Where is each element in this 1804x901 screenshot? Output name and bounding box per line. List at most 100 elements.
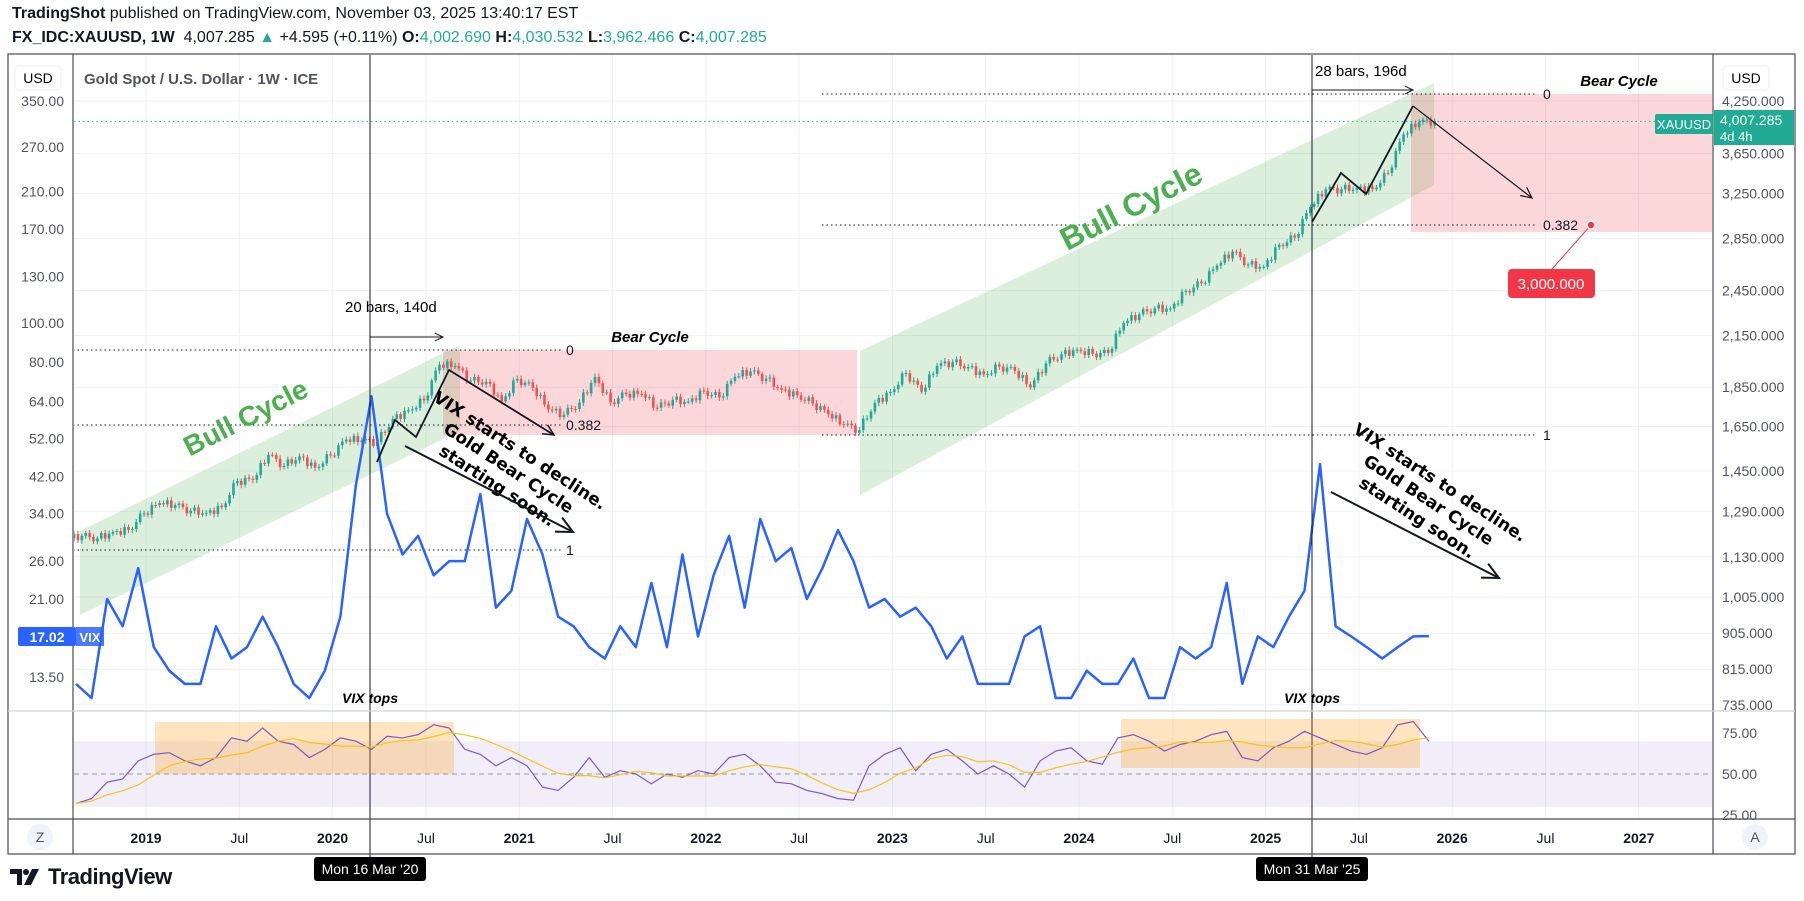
candle-body	[803, 399, 807, 401]
candle-body	[1421, 119, 1425, 122]
candle-body	[982, 371, 986, 375]
candle-body	[1118, 330, 1122, 334]
candle-body	[959, 359, 962, 367]
candle-body	[881, 397, 884, 402]
rsi-axis-label: 25.00	[1722, 807, 1757, 823]
candle-body	[1032, 380, 1036, 388]
crosshair-date-tag	[1256, 857, 1368, 881]
candle-body	[1262, 266, 1265, 268]
candle-body	[873, 402, 877, 412]
currency-button-right[interactable]	[1722, 65, 1770, 91]
fib-level-label: 0	[566, 342, 574, 358]
time-axis-label: 2025	[1250, 830, 1281, 846]
publish-info: TradingShot published on TradingView.com…	[12, 5, 578, 23]
candle-body	[142, 513, 146, 515]
candle-body	[721, 396, 725, 398]
candle-body	[1036, 372, 1040, 381]
candle-body	[410, 409, 414, 411]
candle-body	[1281, 244, 1285, 247]
publisher-name[interactable]: TradingShot	[12, 5, 106, 22]
candle-body	[294, 460, 297, 464]
candle-body	[473, 376, 476, 381]
candle-body	[1184, 291, 1188, 293]
time-axis-label: 2022	[690, 830, 721, 846]
candle-body	[733, 376, 737, 381]
candle-body	[76, 534, 80, 541]
bear-cycle-label: Bear Cycle	[611, 329, 689, 346]
candle-body	[931, 373, 935, 375]
candle-body	[1328, 186, 1332, 190]
candle-body	[799, 395, 803, 400]
candle-body	[1009, 366, 1013, 368]
candle-body	[1378, 182, 1382, 188]
candle-body	[1001, 366, 1005, 372]
candle-body	[515, 378, 519, 381]
candle-body	[107, 533, 111, 539]
candle-body	[990, 373, 993, 375]
time-axis-label: 2020	[317, 830, 348, 846]
price-axis-label: 1,005.000	[1722, 589, 1784, 605]
candle-body	[865, 418, 869, 420]
candle-body	[236, 480, 239, 484]
candle-body	[1219, 262, 1223, 266]
candle-body	[255, 475, 259, 480]
tradingview-logo[interactable]: TradingView	[10, 864, 172, 890]
candle-body	[519, 378, 523, 385]
arrow-head-icon	[1404, 85, 1415, 95]
candle-body	[951, 362, 954, 368]
candle-body	[480, 382, 484, 385]
last-price-tag-value: 4,007.285	[1720, 112, 1782, 128]
candle-body	[465, 370, 469, 381]
open-label: O:	[401, 29, 420, 46]
candle-body	[224, 503, 227, 508]
currency-button-left[interactable]	[14, 65, 62, 91]
zoom-reset-button[interactable]	[27, 824, 53, 850]
candle-body	[729, 380, 733, 384]
candle-body	[838, 415, 842, 425]
candle-body	[337, 445, 340, 456]
time-axis-label: Jul	[1537, 830, 1555, 846]
candle-body	[119, 530, 123, 535]
candle-body	[823, 406, 826, 410]
candle-body	[1351, 189, 1355, 192]
time-axis-label: 2019	[130, 830, 161, 846]
arrow-head-icon	[541, 424, 556, 436]
candle-body	[694, 398, 698, 401]
candle-body	[84, 533, 88, 536]
candle-body	[251, 478, 255, 480]
last-price-tag	[1714, 110, 1794, 145]
candle-body	[861, 418, 865, 431]
candle-body	[830, 414, 834, 419]
candle-body	[1312, 203, 1316, 207]
candle-body	[652, 397, 655, 408]
candle-body	[1099, 352, 1102, 358]
price-axis-label: 1,450.000	[1722, 463, 1784, 479]
candle-body	[912, 380, 916, 382]
candle-body	[1188, 291, 1192, 293]
candle-body	[1301, 219, 1304, 235]
candle-body	[562, 414, 566, 418]
candle-body	[644, 394, 647, 398]
candle-body	[1114, 333, 1118, 349]
candle-body	[539, 394, 542, 397]
projection-path-1	[376, 368, 555, 463]
price-axis-label: 1,130.000	[1722, 549, 1784, 565]
candle-body	[267, 454, 270, 464]
target-point[interactable]	[1586, 220, 1596, 230]
candle-body	[826, 409, 830, 415]
candle-body	[1005, 367, 1009, 372]
high-value: 4,030.532	[512, 29, 584, 46]
rsi-axis-label: 75.00	[1722, 725, 1757, 741]
candle-body	[150, 504, 154, 515]
vix-value-tag	[18, 627, 76, 646]
candle-body	[1110, 348, 1114, 353]
last-price: 4,007.285	[183, 29, 255, 46]
candle-body	[974, 366, 978, 375]
candle-body	[896, 384, 900, 390]
candle-body	[582, 392, 585, 403]
target-price-tag[interactable]	[1508, 269, 1595, 298]
auto-scale-button[interactable]	[1742, 824, 1768, 850]
arrow-head-icon	[1520, 186, 1534, 199]
candle-body	[753, 370, 756, 372]
